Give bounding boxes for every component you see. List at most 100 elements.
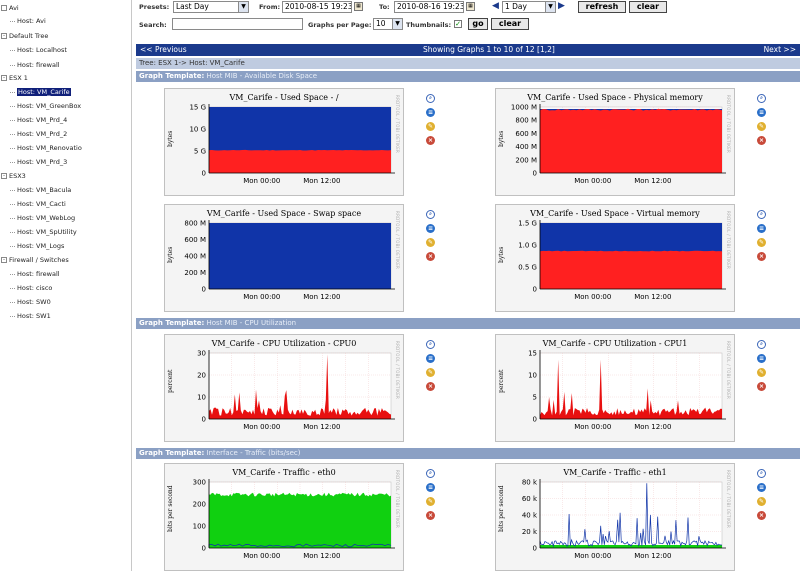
graph-thumbnail[interactable]: VM_Carife - CPU Utilization - CPU1 percen… bbox=[495, 334, 735, 442]
zoom-icon[interactable]: ⌕ bbox=[757, 469, 766, 478]
presets-select[interactable]: Last Day ▼ bbox=[173, 1, 249, 13]
tree-node[interactable]: Host: VM_Carife bbox=[10, 88, 71, 96]
refresh-button[interactable]: refresh bbox=[578, 1, 626, 13]
tree-node[interactable]: Host: cisco bbox=[10, 284, 52, 292]
y-tick-label: 400 M bbox=[184, 253, 206, 261]
tree-node[interactable]: Host: VM_Logs bbox=[10, 242, 64, 250]
graph-thumbnail[interactable]: VM_Carife - Used Space - / bytes RRDTOOL /… bbox=[164, 88, 404, 196]
properties-icon[interactable]: ✎ bbox=[757, 122, 766, 131]
tree-node[interactable]: Host: VM_WebLog bbox=[10, 214, 75, 222]
tree-node[interactable]: Host: VM_GreenBox bbox=[10, 102, 81, 110]
next-page-link[interactable]: Next >> bbox=[763, 45, 796, 54]
tree-node[interactable]: Host: VM_Prd_3 bbox=[10, 158, 67, 166]
properties-icon[interactable]: ✎ bbox=[426, 497, 435, 506]
thumbnails-checkbox[interactable]: ✓ bbox=[454, 20, 462, 28]
zoom-icon[interactable]: ⌕ bbox=[426, 94, 435, 103]
graph-thumbnail[interactable]: VM_Carife - Used Space - Virtual memory b… bbox=[495, 204, 735, 312]
properties-icon[interactable]: ✎ bbox=[426, 122, 435, 131]
graph-thumbnail[interactable]: VM_Carife - CPU Utilization - CPU0 percen… bbox=[164, 334, 404, 442]
search-label: Search: bbox=[139, 21, 167, 29]
go-button[interactable]: go bbox=[468, 18, 488, 30]
csv-export-icon[interactable]: ≡ bbox=[757, 483, 766, 492]
y-tick-label: 40 k bbox=[522, 512, 538, 520]
delete-icon[interactable]: × bbox=[757, 252, 766, 261]
zoom-icon[interactable]: ⌕ bbox=[757, 210, 766, 219]
graph-actions: ⌕ ≡ ✎ × bbox=[426, 94, 436, 150]
csv-export-icon[interactable]: ≡ bbox=[757, 354, 766, 363]
rrdtool-watermark: RRDTOOL / TOBI OETIKER bbox=[726, 211, 731, 270]
expand-toggle-icon[interactable]: - bbox=[1, 173, 7, 179]
tree-node[interactable]: Host: VM_Prd_4 bbox=[10, 116, 67, 124]
x-tick-label: Mon 12:00 bbox=[634, 177, 671, 185]
tree-connector bbox=[10, 147, 15, 149]
zoom-icon[interactable]: ⌕ bbox=[426, 469, 435, 478]
csv-export-icon[interactable]: ≡ bbox=[426, 483, 435, 492]
graph-thumbnail[interactable]: VM_Carife - Used Space - Physical memory… bbox=[495, 88, 735, 196]
tree-node[interactable]: Host: SW1 bbox=[10, 312, 51, 320]
properties-icon[interactable]: ✎ bbox=[426, 368, 435, 377]
graph-actions: ⌕ ≡ ✎ × bbox=[426, 210, 436, 266]
csv-export-icon[interactable]: ≡ bbox=[426, 108, 435, 117]
graph-thumbnail[interactable]: VM_Carife - Traffic - eth0 bits per secon… bbox=[164, 463, 404, 571]
tree-node[interactable]: - ESX 1 bbox=[1, 74, 28, 82]
x-tick-label: Mon 00:00 bbox=[243, 552, 280, 560]
from-date-input[interactable]: 2010-08-15 19:23 bbox=[282, 1, 352, 13]
tree-node[interactable]: Host: VM_Prd_2 bbox=[10, 130, 67, 138]
properties-icon[interactable]: ✎ bbox=[426, 238, 435, 247]
csv-export-icon[interactable]: ≡ bbox=[426, 354, 435, 363]
tree-node[interactable]: Host: VM_Renovatio bbox=[10, 144, 82, 152]
csv-export-icon[interactable]: ≡ bbox=[757, 108, 766, 117]
clear-button[interactable]: clear bbox=[629, 1, 667, 13]
properties-icon[interactable]: ✎ bbox=[757, 368, 766, 377]
tree-node[interactable]: Host: firewall bbox=[10, 61, 60, 69]
tree-node[interactable]: - Firewall / Switches bbox=[1, 256, 69, 264]
properties-icon[interactable]: ✎ bbox=[757, 497, 766, 506]
calendar-icon[interactable]: ▦ bbox=[466, 2, 475, 11]
timespan-select[interactable]: 1 Day ▼ bbox=[502, 1, 556, 13]
zoom-icon[interactable]: ⌕ bbox=[426, 210, 435, 219]
expand-toggle-icon[interactable] bbox=[1, 5, 7, 11]
tree-node-label: Host: VM_Renovatio bbox=[17, 144, 82, 152]
y-tick-label: 0.5 G bbox=[518, 264, 537, 272]
zoom-icon[interactable]: ⌕ bbox=[426, 340, 435, 349]
delete-icon[interactable]: × bbox=[426, 511, 435, 520]
calendar-icon[interactable]: ▦ bbox=[354, 2, 363, 11]
tree-connector bbox=[10, 217, 15, 219]
tree-node[interactable]: Host: VM_SpUtility bbox=[10, 228, 77, 236]
previous-page-link[interactable]: << Previous bbox=[140, 45, 187, 54]
tree-node[interactable]: Avi bbox=[1, 4, 19, 12]
clear-search-button[interactable]: clear bbox=[491, 18, 529, 30]
csv-export-icon[interactable]: ≡ bbox=[426, 224, 435, 233]
shift-left-icon[interactable]: ◀ bbox=[492, 1, 499, 11]
delete-icon[interactable]: × bbox=[757, 136, 766, 145]
expand-toggle-icon[interactable]: - bbox=[1, 75, 7, 81]
zoom-icon[interactable]: ⌕ bbox=[757, 94, 766, 103]
y-tick-label: 200 M bbox=[184, 269, 206, 277]
graph-thumbnail[interactable]: VM_Carife - Traffic - eth1 bits per secon… bbox=[495, 463, 735, 571]
tree-node[interactable]: Host: VM_Cacti bbox=[10, 200, 66, 208]
graph-thumbnail[interactable]: VM_Carife - Used Space - Swap space bytes… bbox=[164, 204, 404, 312]
delete-icon[interactable]: × bbox=[757, 511, 766, 520]
tree-node[interactable]: Host: Localhost bbox=[10, 46, 67, 54]
search-input[interactable] bbox=[172, 18, 303, 30]
expand-toggle-icon[interactable]: - bbox=[1, 257, 7, 263]
tree-node[interactable]: - ESX3 bbox=[1, 172, 26, 180]
graphs-per-page-select[interactable]: 10 ▼ bbox=[373, 18, 403, 30]
tree-node[interactable]: Host: firewall bbox=[10, 270, 60, 278]
delete-icon[interactable]: × bbox=[426, 382, 435, 391]
delete-icon[interactable]: × bbox=[426, 252, 435, 261]
delete-icon[interactable]: × bbox=[757, 382, 766, 391]
tree-node[interactable]: Host: SW0 bbox=[10, 298, 51, 306]
delete-icon[interactable]: × bbox=[426, 136, 435, 145]
properties-icon[interactable]: ✎ bbox=[757, 238, 766, 247]
shift-right-icon[interactable]: ▶ bbox=[558, 1, 565, 11]
expand-toggle-icon[interactable]: - bbox=[1, 33, 7, 39]
breadcrumb: Tree: ESX 1-> Host: VM_Carife bbox=[136, 58, 800, 69]
to-date-input[interactable]: 2010-08-16 19:23 bbox=[394, 1, 464, 13]
tree-node[interactable]: Host: Avi bbox=[10, 17, 46, 25]
graph-actions: ⌕ ≡ ✎ × bbox=[426, 340, 436, 396]
zoom-icon[interactable]: ⌕ bbox=[757, 340, 766, 349]
tree-node[interactable]: Host: VM_Bacula bbox=[10, 186, 71, 194]
tree-node[interactable]: - Default Tree bbox=[1, 32, 48, 40]
csv-export-icon[interactable]: ≡ bbox=[757, 224, 766, 233]
